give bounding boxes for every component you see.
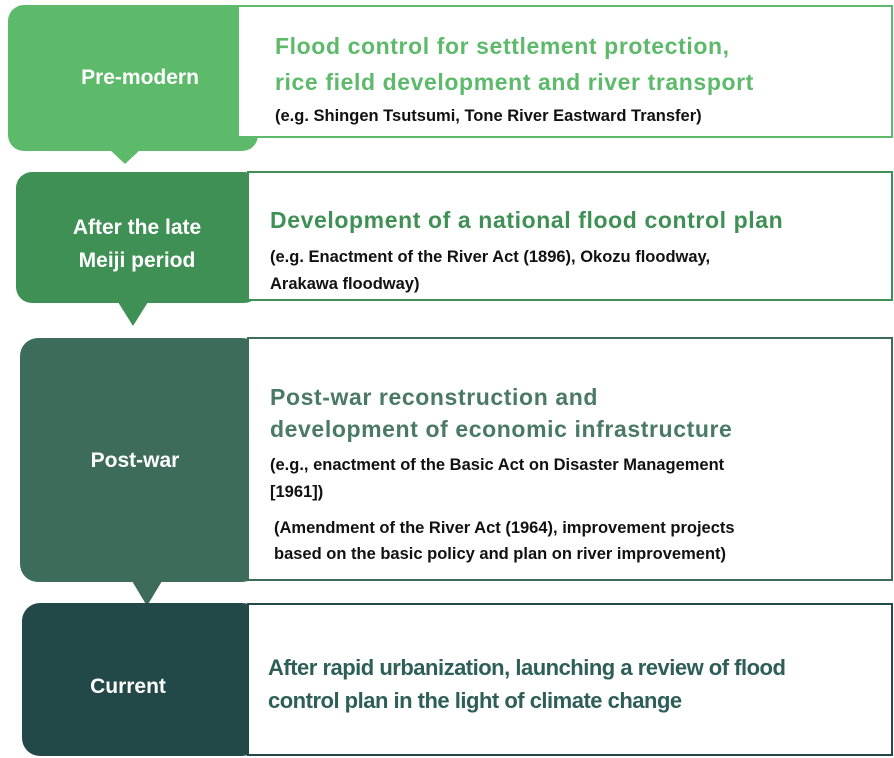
stage-heading: development of economic infrastructure <box>270 416 732 442</box>
stage-label: Post-war <box>91 449 180 472</box>
stage-box <box>16 172 260 303</box>
stage-heading: control plan in the light of climate cha… <box>268 688 682 713</box>
stage-panel <box>237 5 893 138</box>
stage-detail: (e.g. Enactment of the River Act (1896),… <box>270 248 710 266</box>
stage-box <box>20 338 260 582</box>
stage-box <box>22 603 260 756</box>
stage-label: Current <box>90 675 166 698</box>
stage-panel <box>247 337 893 581</box>
stage-detail: Arakawa floodway) <box>270 275 419 293</box>
stage-heading: Flood control for settlement protection, <box>275 33 730 59</box>
stage-label: Pre-modern <box>81 66 199 89</box>
stage-heading: After rapid urbanization, launching a re… <box>268 655 785 680</box>
stage-panel <box>247 603 893 756</box>
stage-label: After the late <box>73 216 201 239</box>
stage-heading: rice field development and river transpo… <box>275 69 754 95</box>
arrow <box>110 150 140 164</box>
stage-detail: based on the basic policy and plan on ri… <box>274 545 726 563</box>
stage-heading: Development of a national flood control … <box>270 207 783 233</box>
stage-detail: [1961]) <box>270 483 323 501</box>
arrow <box>118 302 148 326</box>
stage-label: Meiji period <box>79 249 196 272</box>
stage-panel <box>247 171 893 301</box>
arrow <box>132 581 162 606</box>
stage-detail: (e.g. Shingen Tsutsumi, Tone River Eastw… <box>275 107 702 125</box>
stage-detail: (Amendment of the River Act (1964), impr… <box>274 519 735 537</box>
stage-heading: Post-war reconstruction and <box>270 384 598 410</box>
stage-box <box>8 5 258 151</box>
stage-detail: (e.g., enactment of the Basic Act on Dis… <box>270 456 725 474</box>
